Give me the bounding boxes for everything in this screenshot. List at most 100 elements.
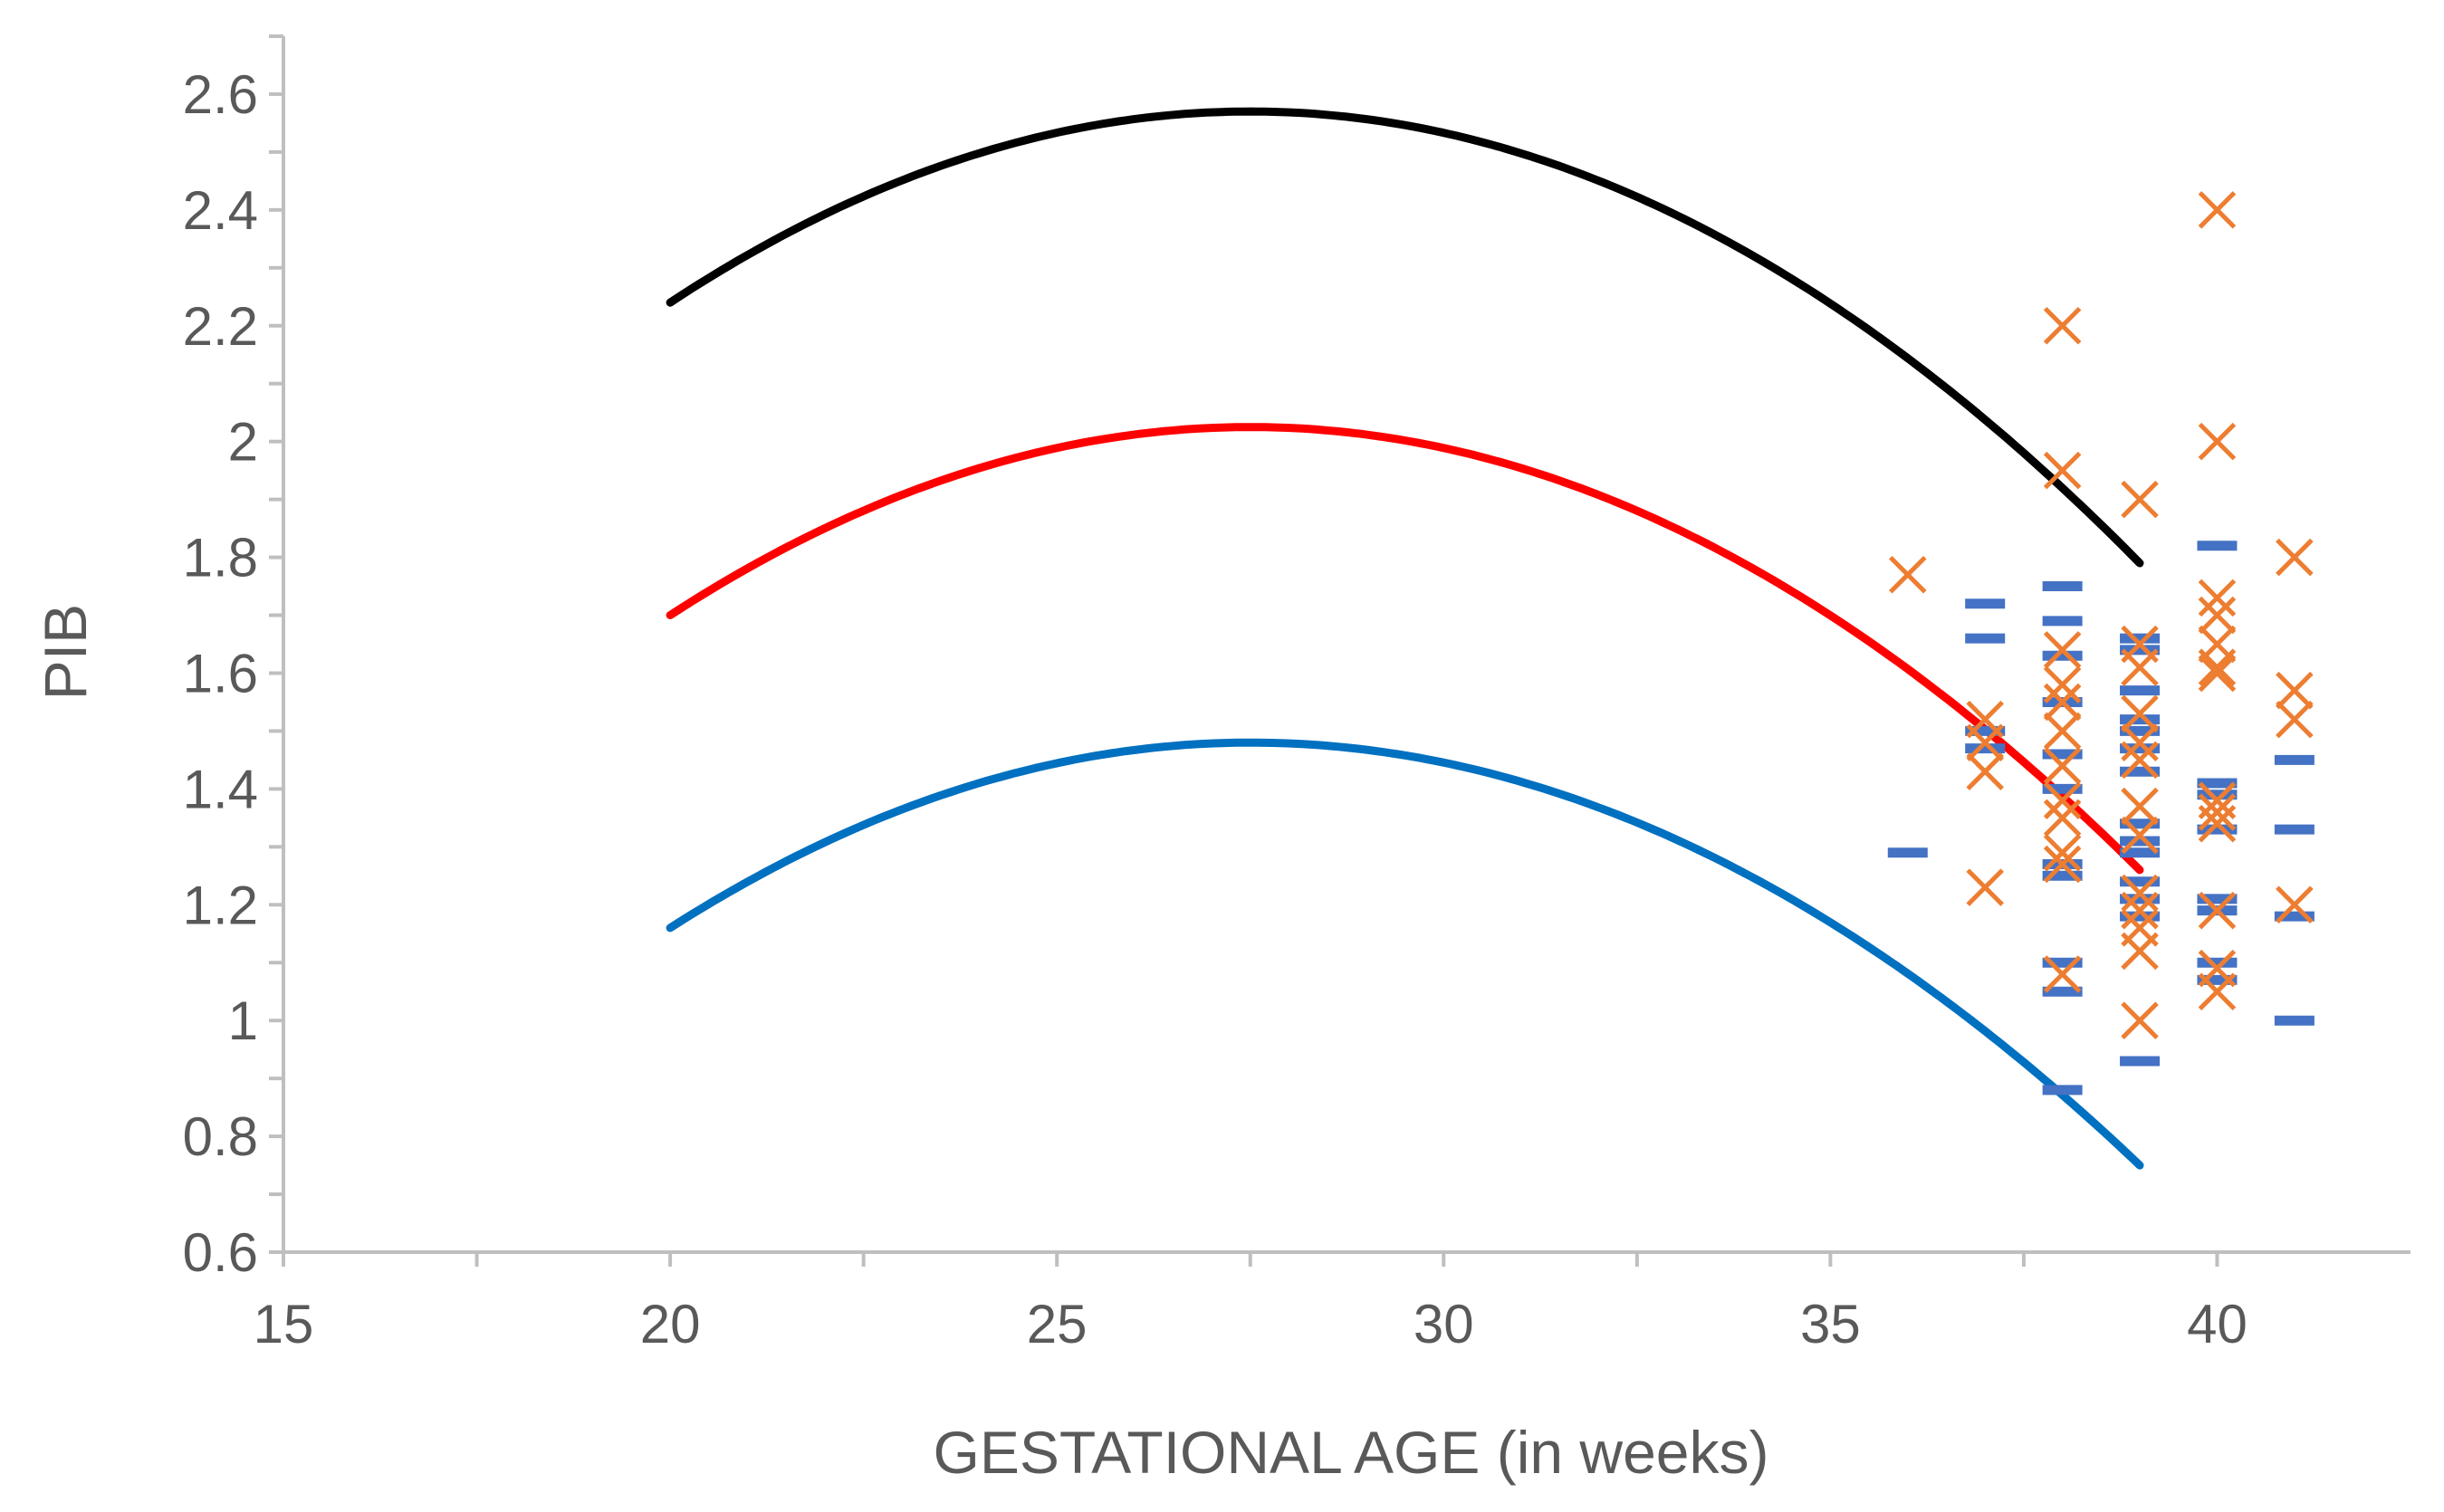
cross-stroke bbox=[2043, 781, 2082, 819]
cross-stroke bbox=[2198, 654, 2237, 693]
cross-stroke bbox=[2121, 648, 2159, 686]
cross-stroke bbox=[2043, 833, 2082, 872]
cross-point bbox=[2198, 654, 2237, 693]
cross-point bbox=[2198, 804, 2237, 843]
cross-stroke bbox=[2043, 451, 2082, 490]
cross-point bbox=[2121, 891, 2159, 930]
cross-stroke bbox=[2198, 579, 2237, 617]
cross-stroke bbox=[2043, 799, 2082, 837]
cross-stroke bbox=[2198, 191, 2237, 229]
cross-point bbox=[2198, 891, 2237, 930]
cross-point bbox=[2121, 741, 2159, 780]
cross-point bbox=[1889, 555, 1927, 594]
x-tick-label: 30 bbox=[1414, 1294, 1474, 1354]
cross-stroke bbox=[1966, 868, 2004, 906]
cross-stroke bbox=[2121, 694, 2159, 733]
cross-stroke bbox=[1966, 723, 2004, 761]
cross-point bbox=[2043, 747, 2082, 785]
cross-stroke bbox=[2198, 596, 2237, 635]
cross-stroke bbox=[2276, 885, 2314, 924]
cross-stroke bbox=[2043, 631, 2082, 669]
x-tick-label: 15 bbox=[254, 1294, 314, 1354]
cross-point bbox=[2198, 793, 2237, 831]
y-tick-label: 1.6 bbox=[183, 643, 258, 703]
cross-stroke bbox=[2043, 306, 2082, 345]
x-axis-title: GESTATIONAL AGE (in weeks) bbox=[933, 1419, 1768, 1486]
cross-stroke bbox=[2198, 648, 2237, 686]
tick-labels: 0.6 0.8 1 1.2 1.4 1.6 1.8 2 2.2 2.4 2.6 15 20 25 30 35 4… bbox=[183, 64, 2248, 1354]
cross-point bbox=[2198, 596, 2237, 635]
cross-stroke bbox=[2121, 891, 2159, 930]
curve-middle bbox=[666, 423, 2144, 875]
cross-point bbox=[2121, 816, 2159, 855]
cross-stroke bbox=[2043, 955, 2082, 993]
cross-point bbox=[2043, 631, 2082, 669]
cross-stroke bbox=[2121, 932, 2159, 971]
cross-stroke bbox=[2276, 671, 2314, 710]
cross-point bbox=[2276, 885, 2314, 924]
cross-stroke bbox=[2121, 787, 2159, 826]
cross-point bbox=[2043, 712, 2082, 751]
cross-stroke bbox=[2121, 874, 2159, 913]
cross-stroke bbox=[2198, 793, 2237, 831]
y-tick-label: 1.4 bbox=[183, 759, 258, 819]
curve-upper bbox=[666, 107, 2144, 568]
cross-point bbox=[2043, 845, 2082, 884]
cross-point bbox=[2121, 723, 2159, 761]
cross-stroke bbox=[2043, 665, 2082, 704]
y-tick-label: 0.6 bbox=[183, 1222, 258, 1283]
cross-stroke bbox=[2043, 747, 2082, 785]
cross-point bbox=[2198, 422, 2237, 461]
cross-stroke bbox=[2121, 480, 2159, 519]
cross-stroke bbox=[2121, 1001, 2159, 1039]
x-tick-label: 20 bbox=[640, 1294, 701, 1354]
cross-point bbox=[2198, 648, 2237, 686]
y-tick-label: 2.6 bbox=[183, 64, 258, 125]
cross-point bbox=[2121, 787, 2159, 826]
cross-point bbox=[2276, 671, 2314, 710]
cross-point bbox=[2121, 1001, 2159, 1039]
y-tick-label: 0.8 bbox=[183, 1106, 258, 1167]
cross-point bbox=[2198, 579, 2237, 617]
cross-point bbox=[2121, 932, 2159, 971]
cross-point bbox=[2198, 972, 2237, 1010]
cross-point bbox=[2121, 874, 2159, 913]
y-tick-label: 1.8 bbox=[183, 528, 258, 589]
cross-stroke bbox=[1966, 752, 2004, 790]
cross-point bbox=[2043, 306, 2082, 345]
cross-stroke bbox=[2276, 700, 2314, 739]
cross-stroke bbox=[2043, 712, 2082, 751]
curves bbox=[666, 107, 2144, 1170]
cross-point bbox=[2276, 700, 2314, 739]
y-tick-label: 1 bbox=[228, 990, 258, 1051]
cross-stroke bbox=[2043, 845, 2082, 884]
x-tick-label: 25 bbox=[1027, 1294, 1088, 1354]
cross-point bbox=[2276, 538, 2314, 577]
cross-stroke bbox=[2198, 804, 2237, 843]
cross-stroke bbox=[2198, 422, 2237, 461]
cross-stroke bbox=[2276, 538, 2314, 577]
x-tick-label: 40 bbox=[2187, 1294, 2248, 1354]
cross-point bbox=[2121, 648, 2159, 686]
y-tick-label: 1.2 bbox=[183, 875, 258, 935]
curve-lower bbox=[666, 738, 2144, 1170]
cross-point bbox=[1966, 752, 2004, 790]
data-points bbox=[1887, 191, 2315, 1096]
cross-stroke bbox=[2121, 816, 2159, 855]
cross-stroke bbox=[2121, 741, 2159, 780]
cross-point bbox=[2043, 955, 2082, 993]
y-axis-title: PIB bbox=[32, 604, 99, 700]
axes bbox=[269, 34, 2410, 1267]
y-tick-label: 2 bbox=[228, 412, 258, 473]
cross-point bbox=[2043, 683, 2082, 722]
y-tick-label: 2.4 bbox=[183, 180, 258, 241]
cross-point bbox=[2043, 665, 2082, 704]
cross-point bbox=[1966, 868, 2004, 906]
cross-stroke bbox=[2121, 723, 2159, 761]
cross-point bbox=[2198, 191, 2237, 229]
cross-point bbox=[2043, 833, 2082, 872]
cross-stroke bbox=[2043, 683, 2082, 722]
cross-point bbox=[2043, 451, 2082, 490]
cross-point bbox=[2121, 694, 2159, 733]
